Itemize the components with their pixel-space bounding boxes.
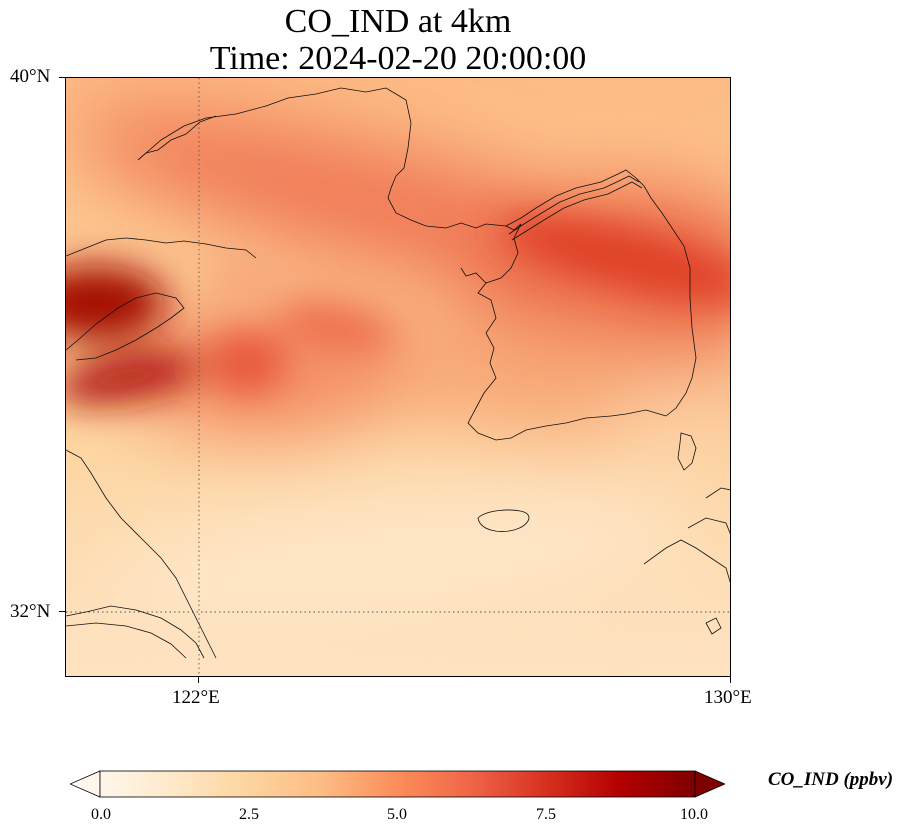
lon-label-122: 122°E xyxy=(172,687,220,708)
coastlines xyxy=(66,87,730,659)
colorbar-tick-3: 7.5 xyxy=(536,806,556,823)
colorbar-extend-max xyxy=(694,770,727,798)
colorbar xyxy=(68,770,727,798)
tick-mark-lat-32 xyxy=(59,611,65,612)
map-panel xyxy=(65,77,731,677)
map-subtitle-time: Time: 2024-02-20 20:00:00 xyxy=(209,40,587,77)
tick-mark-lat-40 xyxy=(59,77,65,78)
lon-label-130: 130°E xyxy=(704,687,752,708)
map-canvas xyxy=(66,78,730,676)
concentration-plumes-core xyxy=(66,216,730,404)
colorbar-extend-min xyxy=(68,770,101,798)
colorbar-tick-4: 10.0 xyxy=(680,806,708,823)
map-title: CO_IND at 4km xyxy=(284,3,512,40)
tick-mark-lon-122 xyxy=(198,677,199,683)
colorbar-tick-2: 5.0 xyxy=(387,806,407,823)
colorbar-scale xyxy=(68,770,727,798)
tick-mark-lon-130 xyxy=(730,677,731,683)
jeju-island xyxy=(477,509,530,532)
lat-label-40: 40°N xyxy=(10,66,51,87)
colorbar-tick-0: 0.0 xyxy=(91,806,111,823)
lat-label-32: 32°N xyxy=(10,601,51,622)
colorbar-tick-1: 2.5 xyxy=(239,806,259,823)
colorbar-title: CO_IND (ppbv) xyxy=(768,769,894,790)
colorbar-gradient xyxy=(99,770,696,798)
